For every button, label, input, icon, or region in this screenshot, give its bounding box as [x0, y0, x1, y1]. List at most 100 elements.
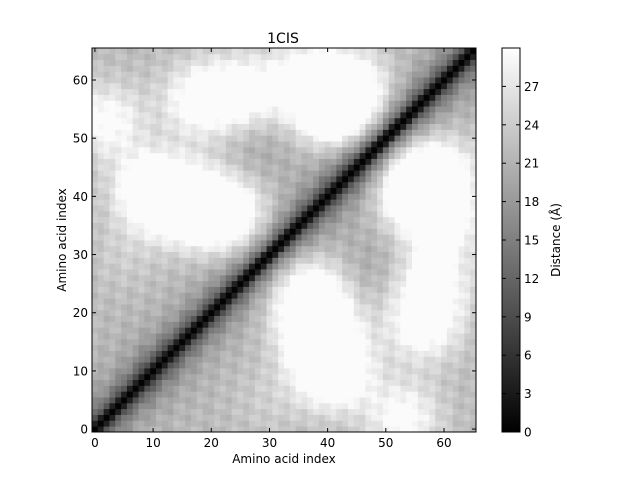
heatmap-cell — [423, 123, 430, 130]
heatmap-cell — [400, 245, 407, 253]
heatmap-cell — [336, 385, 343, 392]
heatmap-cell — [336, 309, 343, 317]
heatmap-cell — [144, 193, 151, 200]
heatmap-cell — [115, 391, 122, 398]
heatmap-cell — [272, 263, 279, 270]
heatmap-cell — [161, 228, 169, 235]
heatmap-cell — [429, 344, 436, 351]
heatmap-cell — [156, 53, 163, 61]
heatmap-cell — [371, 216, 378, 223]
heatmap-cell — [423, 338, 430, 346]
heatmap-cell — [167, 315, 174, 322]
heatmap-cell — [446, 199, 454, 206]
heatmap-cell — [208, 391, 215, 398]
heatmap-cell — [249, 356, 256, 363]
heatmap-cell — [167, 338, 174, 346]
heatmap-cell — [254, 170, 262, 177]
heatmap-cell — [243, 187, 250, 194]
heatmap-cell — [324, 187, 331, 194]
heatmap-cell — [417, 356, 425, 363]
heatmap-cell — [132, 181, 139, 189]
heatmap-cell — [336, 251, 343, 258]
heatmap-cell — [318, 88, 326, 95]
heatmap-cell — [388, 216, 395, 223]
heatmap-cell — [190, 187, 198, 194]
heatmap-cell — [388, 426, 395, 433]
heatmap-cell — [156, 269, 163, 276]
heatmap-cell — [441, 135, 448, 142]
heatmap-cell — [382, 397, 390, 404]
heatmap-cell — [301, 112, 308, 119]
heatmap-cell — [464, 71, 471, 78]
heatmap-cell — [243, 82, 250, 90]
heatmap-cell — [121, 205, 128, 212]
heatmap-cell — [295, 100, 302, 107]
heatmap-cell — [313, 106, 320, 113]
heatmap-cell — [289, 77, 297, 84]
heatmap-cell — [388, 152, 395, 159]
heatmap-cell — [156, 59, 163, 66]
heatmap-cell — [284, 152, 291, 159]
heatmap-cell — [406, 228, 413, 235]
heatmap-cell — [330, 129, 337, 136]
heatmap-cell — [400, 269, 407, 276]
heatmap-cell — [121, 251, 128, 258]
heatmap-cell — [324, 420, 331, 427]
heatmap-cell — [97, 315, 105, 322]
heatmap-cell — [452, 117, 459, 125]
heatmap-cell — [225, 228, 233, 235]
heatmap-cell — [214, 106, 221, 113]
heatmap-cell — [371, 199, 378, 206]
heatmap-cell — [458, 129, 465, 136]
heatmap-cell — [272, 187, 279, 194]
heatmap-cell — [417, 338, 425, 346]
heatmap-cell — [156, 251, 163, 258]
heatmap-cell — [295, 368, 302, 375]
heatmap-cell — [359, 152, 366, 159]
heatmap-cell — [231, 414, 238, 421]
heatmap-cell — [400, 350, 407, 357]
heatmap-cell — [371, 88, 378, 95]
heatmap-cell — [220, 205, 227, 212]
heatmap-cell — [289, 321, 297, 328]
heatmap-cell — [423, 164, 430, 171]
heatmap-cell — [220, 368, 227, 375]
heatmap-cell — [190, 280, 198, 287]
heatmap-cell — [225, 402, 233, 410]
heatmap-cell — [132, 402, 139, 410]
heatmap-cell — [173, 257, 180, 264]
heatmap-cell — [417, 53, 425, 61]
heatmap-cell — [470, 280, 477, 287]
heatmap-cell — [470, 373, 477, 381]
heatmap-cell — [353, 106, 361, 113]
heatmap-cell — [330, 181, 337, 189]
heatmap-cell — [348, 391, 355, 398]
heatmap-cell — [161, 292, 169, 299]
heatmap-cell — [388, 292, 395, 299]
heatmap-cell — [237, 199, 244, 206]
heatmap-cell — [214, 193, 221, 200]
heatmap-cell — [254, 65, 262, 72]
heatmap-cell — [446, 205, 454, 212]
heatmap-cell — [190, 100, 198, 107]
heatmap-cell — [115, 176, 122, 183]
heatmap-cell — [115, 373, 122, 381]
heatmap-cell — [260, 373, 267, 381]
heatmap-cell — [208, 356, 215, 363]
heatmap-cell — [167, 292, 174, 299]
heatmap-cell — [196, 274, 203, 282]
heatmap-cell — [190, 112, 198, 119]
heatmap-cell — [307, 210, 314, 218]
heatmap-cell — [336, 228, 343, 235]
heatmap-cell — [359, 170, 366, 177]
heatmap-cell — [464, 408, 471, 415]
heatmap-cell — [121, 123, 128, 130]
heatmap-cell — [126, 274, 134, 282]
heatmap-cell — [97, 362, 105, 369]
heatmap-cell — [278, 304, 285, 311]
heatmap-cell — [237, 94, 244, 101]
heatmap-cell — [138, 286, 145, 293]
heatmap-cell — [330, 274, 337, 282]
heatmap-cell — [423, 234, 430, 241]
heatmap-cell — [144, 379, 151, 386]
